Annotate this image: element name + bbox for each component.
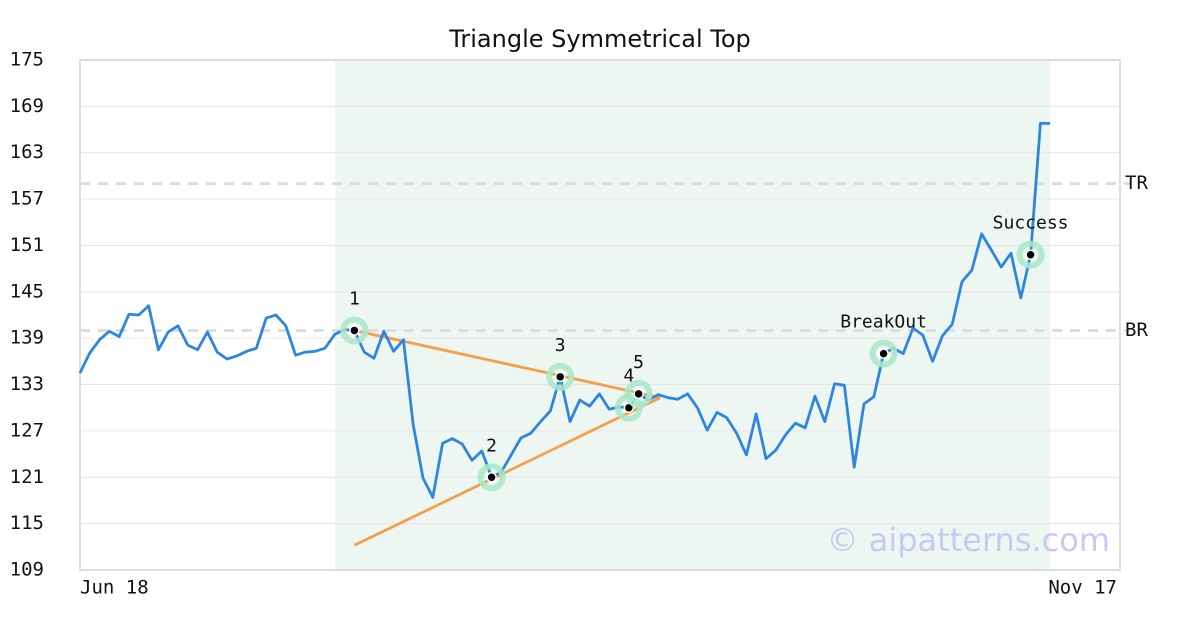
annotation-halo [869,339,898,368]
reference-label: TR [1125,172,1148,194]
annotation-point [554,371,566,383]
annotation-point [349,325,360,336]
annotation-label: Success [993,213,1069,234]
x-tick-label: Jun 18 [80,577,149,599]
annotation-point [878,348,889,359]
y-tick-label: 133 [10,373,44,395]
y-tick-label: 139 [10,327,44,349]
annotation-label: 5 [633,352,644,373]
trend-line [354,329,661,400]
plot-frame [79,59,1121,571]
annotation-label: 3 [555,335,566,356]
annotation-halo [624,379,653,408]
y-tick-label: 115 [10,512,44,534]
annotation-point [633,388,644,400]
y-tick-label: 163 [10,141,44,163]
annotation-label: BreakOut [840,312,927,333]
watermark: © aipatterns.com [827,521,1110,559]
trend-line [353,396,661,547]
y-tick-label: 157 [10,188,44,210]
price-line [78,121,1051,499]
y-tick-label: 175 [10,49,44,71]
y-tick-label: 121 [10,466,44,488]
y-tick-label: 109 [10,559,44,581]
chart-title: Triangle Symmetrical Top [448,25,751,53]
annotation-point [1025,249,1036,260]
y-tick-label: 169 [10,95,44,117]
annotation-halo [546,362,575,391]
annotation-halo [477,463,506,492]
reference-label: BR [1125,319,1148,341]
annotation-label: 4 [623,366,634,387]
y-tick-label: 151 [10,234,44,256]
annotation-label: 1 [349,288,360,309]
y-tick-label: 145 [10,280,44,302]
annotation-label: 2 [486,435,497,456]
annotation-halo [1016,240,1045,269]
x-tick-label: Nov 17 [1048,577,1117,599]
pattern-region [334,60,1051,570]
annotation-point [486,472,497,483]
y-tick-label: 127 [10,419,44,441]
annotation-halo [340,316,369,345]
